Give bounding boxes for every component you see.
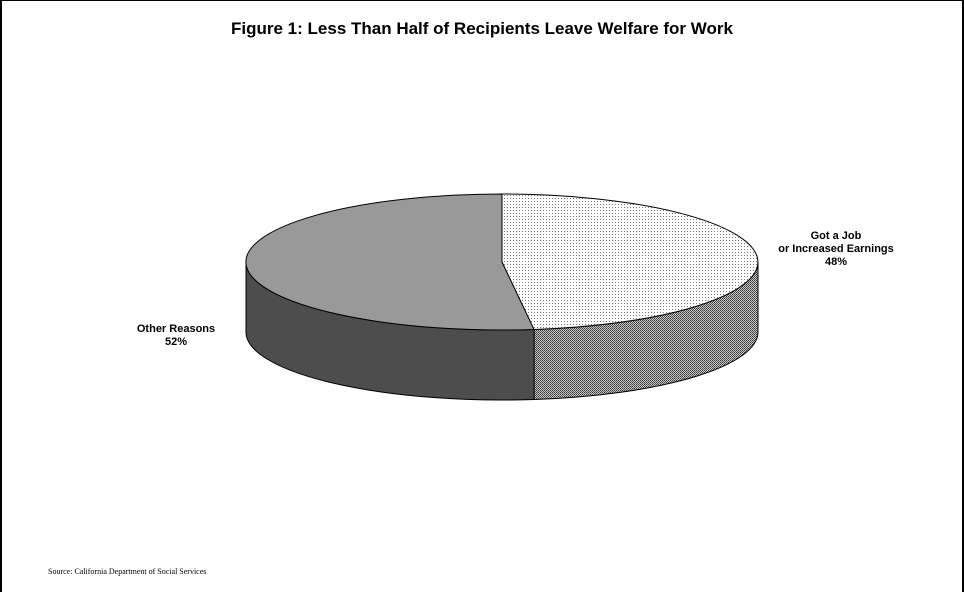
chart-title: Figure 1: Less Than Half of Recipients L… (231, 19, 733, 38)
pie-slice-other-reasons (245, 193, 535, 331)
source-note: Source: California Department of Social … (48, 567, 207, 576)
pie-slice-got-a-job (501, 193, 759, 330)
label-got-a-job: Got a Job or Increased Earnings 48% (778, 230, 894, 268)
label-other-reasons: Other Reasons 52% (137, 323, 215, 348)
